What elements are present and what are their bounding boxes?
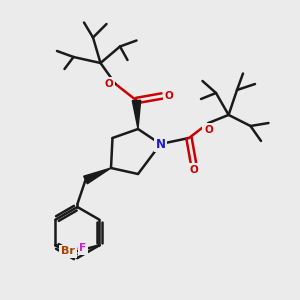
Text: F: F: [80, 243, 86, 253]
Text: O: O: [164, 91, 173, 101]
Text: O: O: [104, 79, 113, 89]
Text: O: O: [204, 124, 213, 135]
Text: N: N: [155, 137, 166, 151]
Text: O: O: [189, 165, 198, 175]
Text: Br: Br: [61, 246, 75, 256]
Polygon shape: [84, 168, 111, 184]
Polygon shape: [132, 100, 141, 129]
